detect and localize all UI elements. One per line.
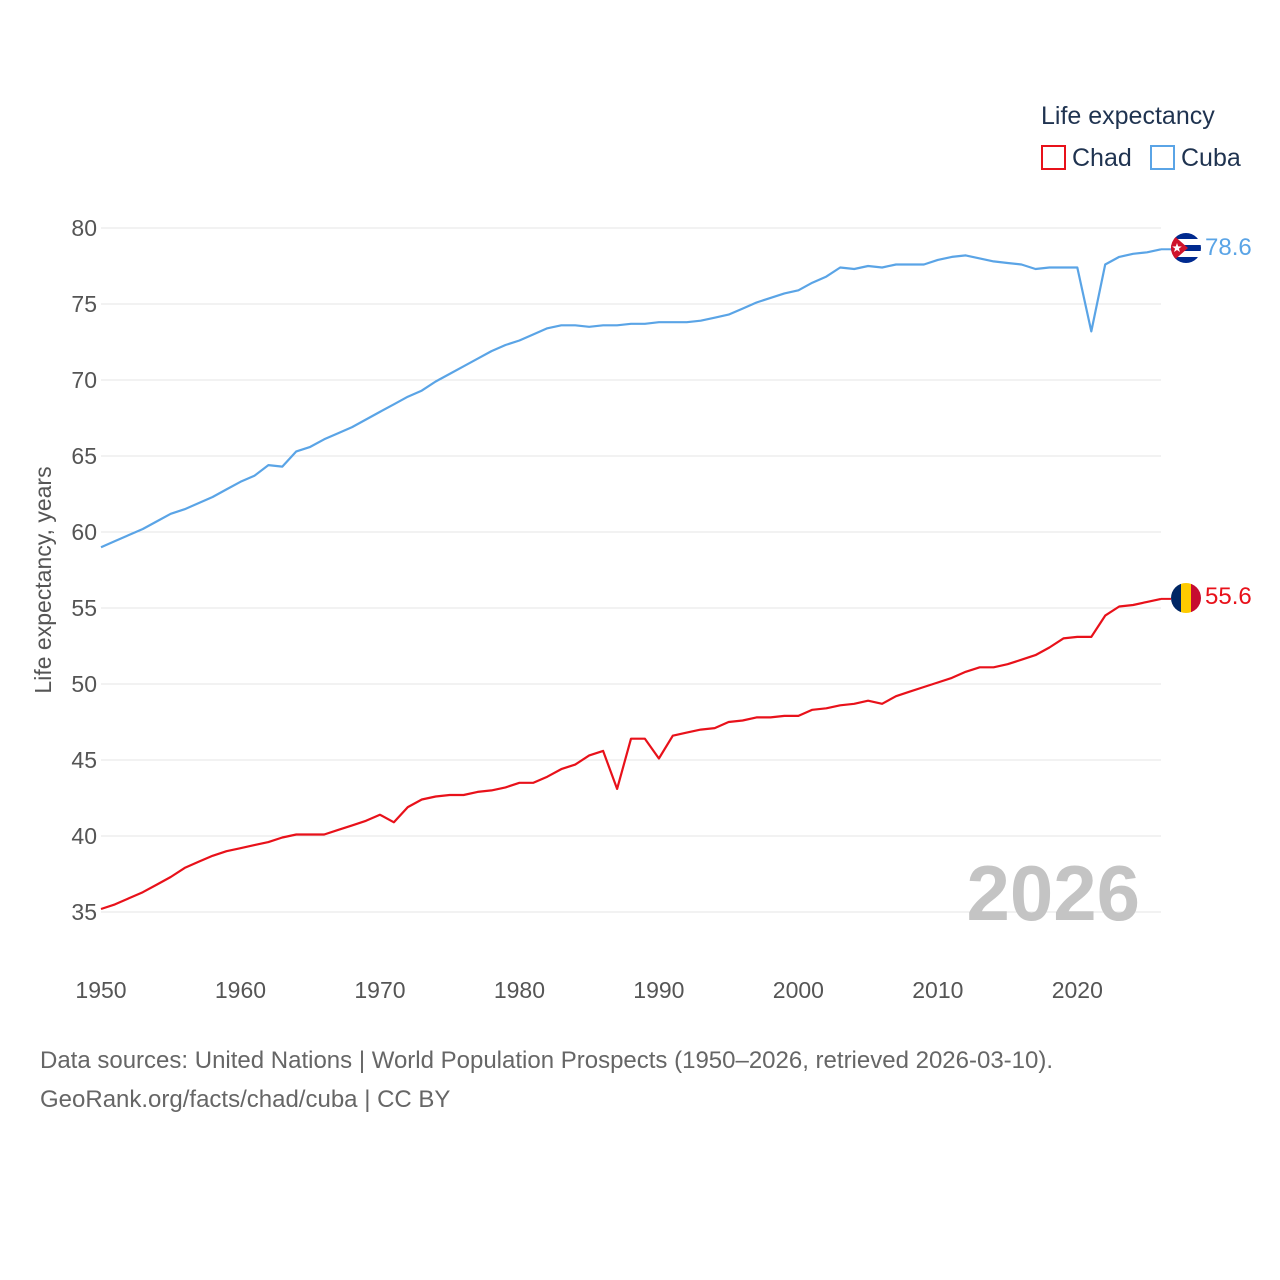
legend-swatch-cuba <box>1150 145 1175 170</box>
y-tick-label: 45 <box>71 747 97 773</box>
source-link[interactable]: GeoRank.org/facts/chad/cuba | CC BY <box>40 1086 451 1113</box>
end-value-label-chad: 55.6 <box>1205 583 1252 610</box>
y-axis-title: Life expectancy, years <box>30 466 56 693</box>
x-tick-label: 2020 <box>1052 977 1103 1003</box>
y-tick-label: 55 <box>71 595 97 621</box>
legend-swatch-chad <box>1041 145 1066 170</box>
x-tick-label: 1950 <box>75 977 126 1003</box>
y-tick-label: 65 <box>71 443 97 469</box>
series-line-cuba[interactable] <box>100 248 1162 549</box>
cuba-flag-icon <box>1171 233 1201 263</box>
chad-flag-icon <box>1171 583 1201 613</box>
x-tick-label: 1970 <box>354 977 405 1003</box>
x-tick-label: 1980 <box>494 977 545 1003</box>
y-tick-label: 60 <box>71 519 97 545</box>
legend-title: Life expectancy <box>1041 102 1215 130</box>
y-tick-label: 70 <box>71 367 97 393</box>
y-tick-label: 50 <box>71 671 97 697</box>
legend-label-chad: Chad <box>1072 144 1132 172</box>
y-tick-label: 80 <box>71 215 97 241</box>
y-tick-label: 40 <box>71 823 97 849</box>
x-tick-label: 2010 <box>912 977 963 1003</box>
series-line-chad[interactable] <box>100 597 1162 911</box>
x-tick-label: 2000 <box>773 977 824 1003</box>
source-attribution: Data sources: United Nations | World Pop… <box>40 1047 1054 1074</box>
legend: Life expectancy Chad Cuba <box>1041 102 1241 172</box>
x-tick-label: 1990 <box>633 977 684 1003</box>
year-watermark: 2026 <box>966 849 1140 937</box>
legend-item-cuba[interactable]: Cuba <box>1150 144 1241 172</box>
y-tick-label: 75 <box>71 291 97 317</box>
y-tick-label: 35 <box>71 899 97 925</box>
x-axis-tick-labels: 1950 1960 1970 1980 1990 2000 2010 2020 <box>75 977 1102 1003</box>
x-tick-label: 1960 <box>215 977 266 1003</box>
gridlines <box>101 227 1161 913</box>
end-value-label-cuba: 78.6 <box>1205 234 1252 261</box>
life-expectancy-chart: 35 40 45 50 55 60 65 70 75 80 1950 1960 1970 1980 199… <box>30 102 1252 1003</box>
y-axis-tick-labels: 35 40 45 50 55 60 65 70 75 80 <box>71 215 97 925</box>
legend-item-chad[interactable]: Chad <box>1041 144 1132 172</box>
series-lines <box>100 248 1171 911</box>
legend-label-cuba: Cuba <box>1181 144 1241 172</box>
